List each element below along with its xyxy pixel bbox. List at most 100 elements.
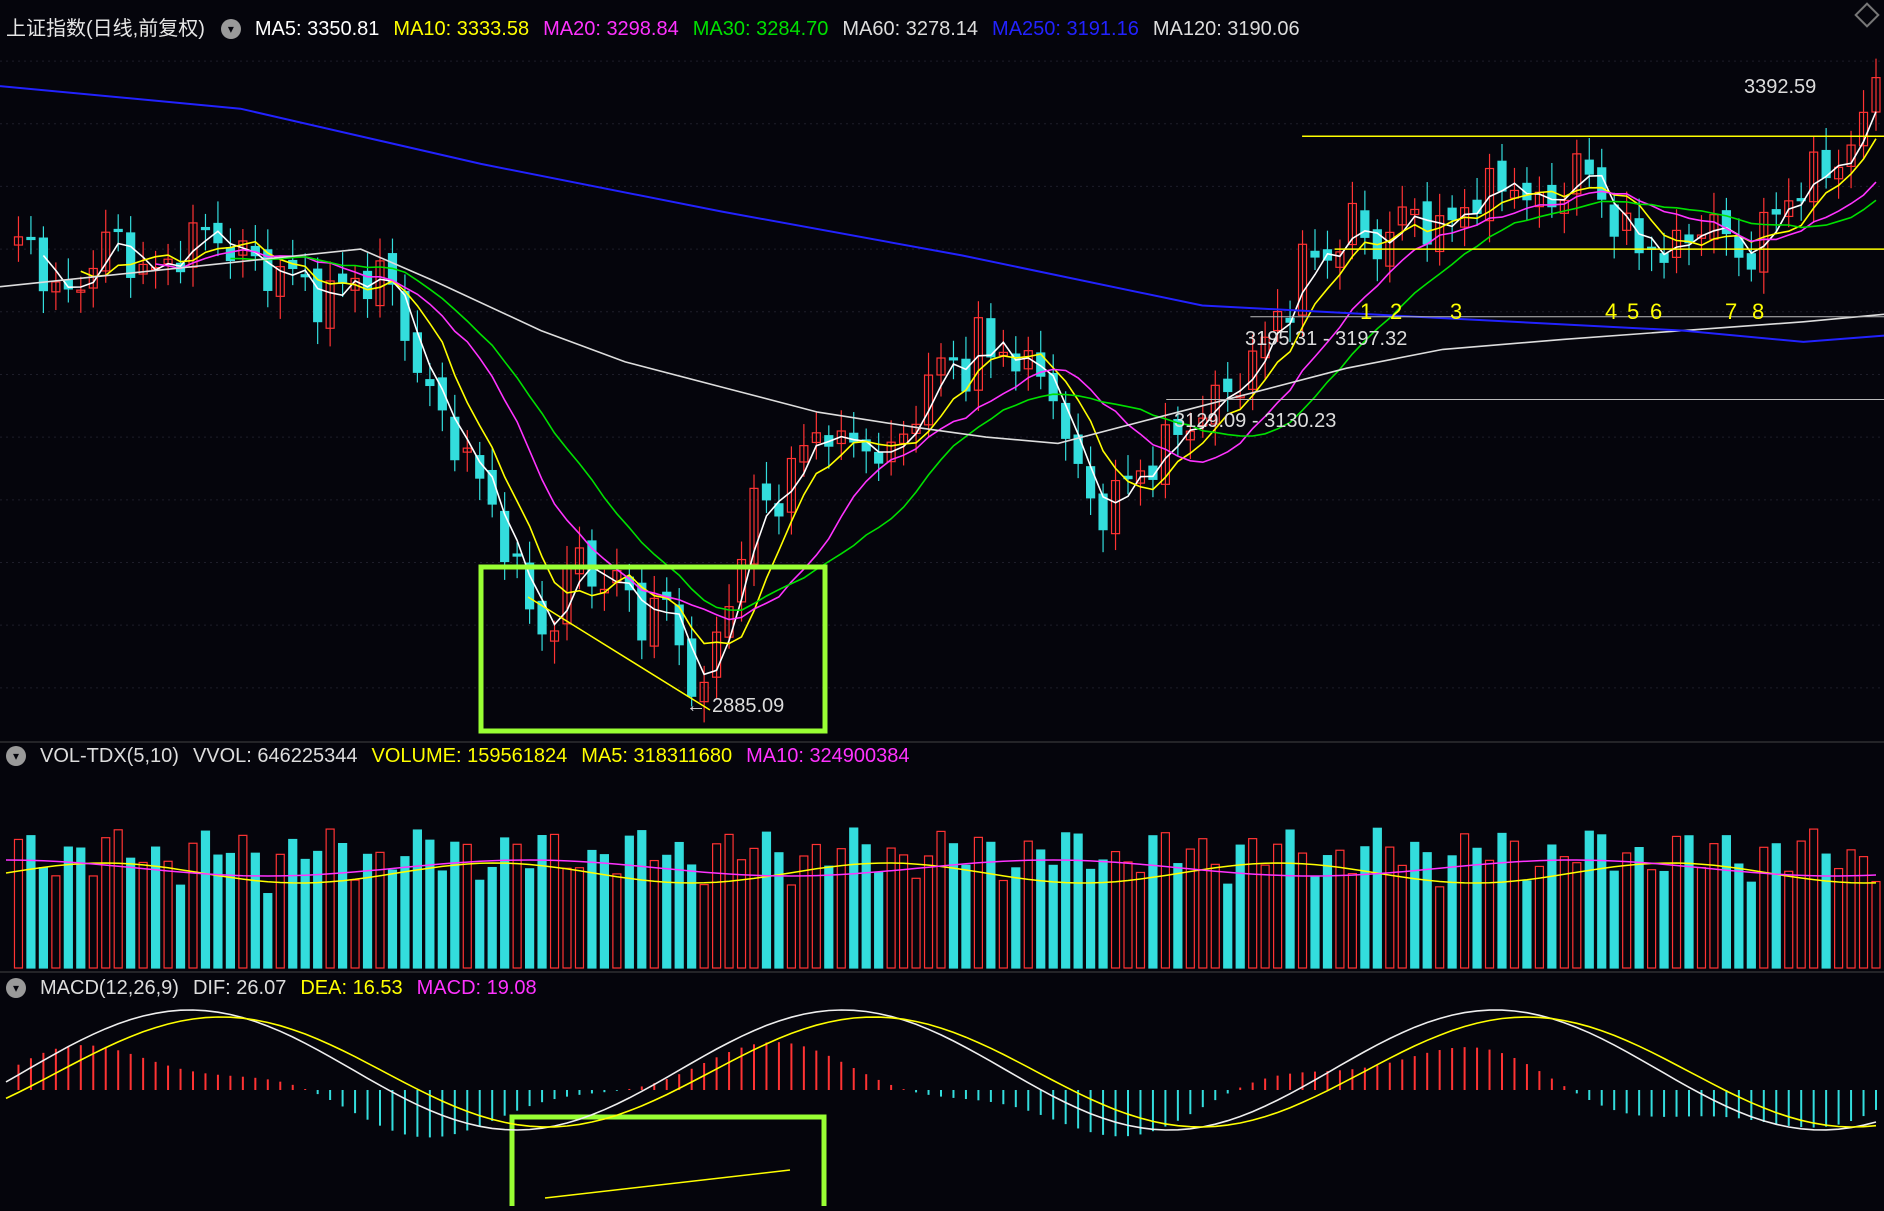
vol-title: VOL-TDX(5,10) [40,745,179,767]
volume-bar-up [1272,843,1283,969]
volume-bar-down [986,841,996,969]
candle-down [1148,465,1158,480]
vol-ma10-label: MA10: 324900384 [746,745,910,767]
candle-down [263,249,273,291]
ma120-line [0,247,1884,423]
volume-bar-down [1098,859,1108,969]
candle-down [1584,159,1594,175]
candle-down [761,483,772,501]
volume-bar-down [948,843,959,969]
volume-bar-down [587,849,597,969]
volume-bar-up [1559,856,1569,969]
volume-bar-down [1472,847,1482,969]
touch-number-6: 6 [1650,299,1662,324]
volume-bar-up [699,883,709,969]
volume-dropdown-icon[interactable]: ▾ [6,746,26,766]
volume-bar-down [1235,844,1245,969]
candle-down [213,222,223,244]
volume-bar-up [973,836,984,969]
candle-down [1223,378,1233,393]
candle-up [51,281,61,293]
volume-bar-up [13,838,24,969]
volume-bar-up [1858,856,1869,969]
trend-line [527,596,711,711]
volume-bar-up [736,859,747,969]
volume-bar-down [338,842,348,969]
zone-lower-label: 3129.09 - 3130.23 [1174,410,1336,432]
volume-bar-up [188,842,198,969]
volume-bar-down [1734,863,1744,969]
candle-down [126,232,136,278]
volume-bar-up [1435,886,1445,969]
volume-bar-up [1198,838,1208,969]
volume-bar-down [400,856,410,969]
dif-line [5,1009,1877,1131]
volume-bar-up [325,828,335,969]
volume-bar-up [1646,869,1657,969]
volume-bar-up [1397,864,1407,969]
volume-bar-down [1036,849,1046,969]
candle-up [1210,384,1220,425]
candle-up [936,357,946,376]
candle-up [1435,215,1445,253]
candle-up [724,606,734,638]
candle-up [549,630,560,642]
ma60-label: MA60: 3278.14 [842,18,979,40]
candle-down [1310,250,1320,258]
candle-up [138,263,148,275]
volume-bar-up [1160,832,1171,969]
volume-bar-up [462,843,472,969]
candle-down [1036,352,1046,377]
ma20-line [155,181,1877,621]
candle-up [649,597,659,647]
volume-bar-down [63,846,73,969]
volume-bar-up [898,854,909,969]
ma5-label: MA5: 3350.81 [254,18,380,40]
candle-up [1784,200,1794,218]
low-arrow-icon: ← [686,695,706,717]
candle-down [1098,493,1108,531]
candle-up [749,487,759,565]
volume-bar-down [1821,853,1831,969]
touch-number-8: 8 [1752,299,1764,324]
volume-bar-up [1622,852,1632,969]
volume-bar-up [1123,861,1133,969]
dea-line [5,1016,1877,1128]
candle-down [500,510,510,563]
volume-bar-up [1347,873,1358,969]
volume-bar-up [1709,843,1719,969]
candle-up [1410,208,1420,216]
touch-number-4: 4 [1605,299,1617,324]
volume-bar-up [911,877,921,969]
volume-bar-up [1509,840,1520,969]
volume-bar-down [774,852,784,969]
candle-down [1734,236,1744,258]
volume-label: VOLUME: 159561824 [371,745,568,767]
candle-down [1746,253,1756,270]
candle-up [923,374,934,426]
main-legend: 上证指数(日线,前复权) ▾ MA5: 3350.81 MA10: 3333.5… [6,14,1314,44]
volume-bar-down [225,852,235,969]
candle-up [462,447,472,453]
candle-down [200,226,211,231]
volume-bar-up [836,848,846,969]
volume-bar-down [1011,867,1021,969]
candle-down [437,377,447,411]
candle-down [774,503,784,517]
candle-up [1297,243,1308,316]
volume-bar-down [1522,880,1532,969]
macd-dropdown-icon[interactable]: ▾ [6,978,26,998]
dea-label: DEA: 16.53 [300,977,403,999]
candle-down [1472,199,1482,214]
ma30-label: MA30: 3284.70 [692,18,829,40]
candle-up [1572,153,1582,195]
candle-down [400,290,410,341]
candle-down [1011,353,1021,372]
volume-bar-up [574,867,585,969]
ma20-label: MA20: 3298.84 [543,18,679,40]
settings-dropdown-icon[interactable]: ▾ [220,19,241,39]
volume-bar-up [1484,859,1495,969]
volume-bar-down [961,864,971,969]
